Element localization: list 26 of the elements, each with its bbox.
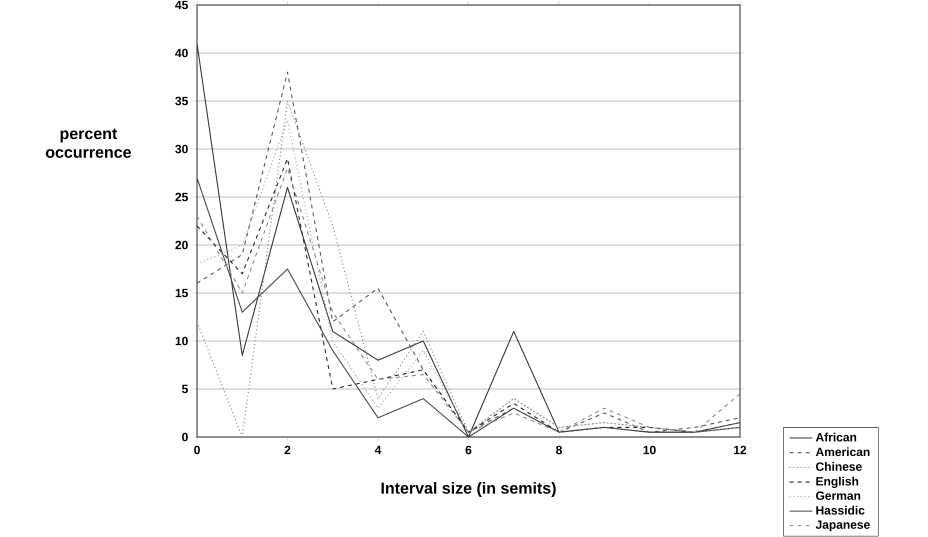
- legend-label: English: [816, 476, 858, 488]
- y-tick-label: 45: [175, 0, 188, 10]
- y-tick-label: 30: [175, 144, 188, 154]
- y-axis-title: percent occurrence: [46, 128, 131, 158]
- x-axis-title: Interval size (in semits): [382, 482, 556, 497]
- legend-label: Chinese: [816, 462, 862, 471]
- legend-label: African: [816, 432, 856, 442]
- y-tick-label: 0: [182, 432, 188, 442]
- x-tick-label: 2: [284, 446, 290, 454]
- x-tick-label: 8: [556, 446, 562, 454]
- x-tick-label: 4: [374, 446, 382, 454]
- y-tick-label: 35: [175, 96, 188, 106]
- x-tick-label: 6: [466, 446, 472, 454]
- legend-label: Hassidic: [816, 506, 865, 515]
- x-tick-label: 12: [734, 446, 746, 454]
- legend-label: German: [816, 491, 860, 500]
- y-tick-label: 25: [175, 192, 188, 202]
- x-tick-label: 10: [644, 446, 656, 454]
- y-tick-label: 20: [175, 240, 188, 250]
- y-tick-label: 15: [176, 288, 188, 298]
- y-tick-label: 40: [175, 48, 188, 58]
- legend-label: Japanese: [816, 520, 870, 532]
- y-tick-label: 10: [176, 336, 188, 346]
- legend-label: American: [816, 447, 870, 456]
- y-tick-label: 5: [182, 384, 188, 394]
- x-tick-label: 0: [194, 446, 200, 454]
